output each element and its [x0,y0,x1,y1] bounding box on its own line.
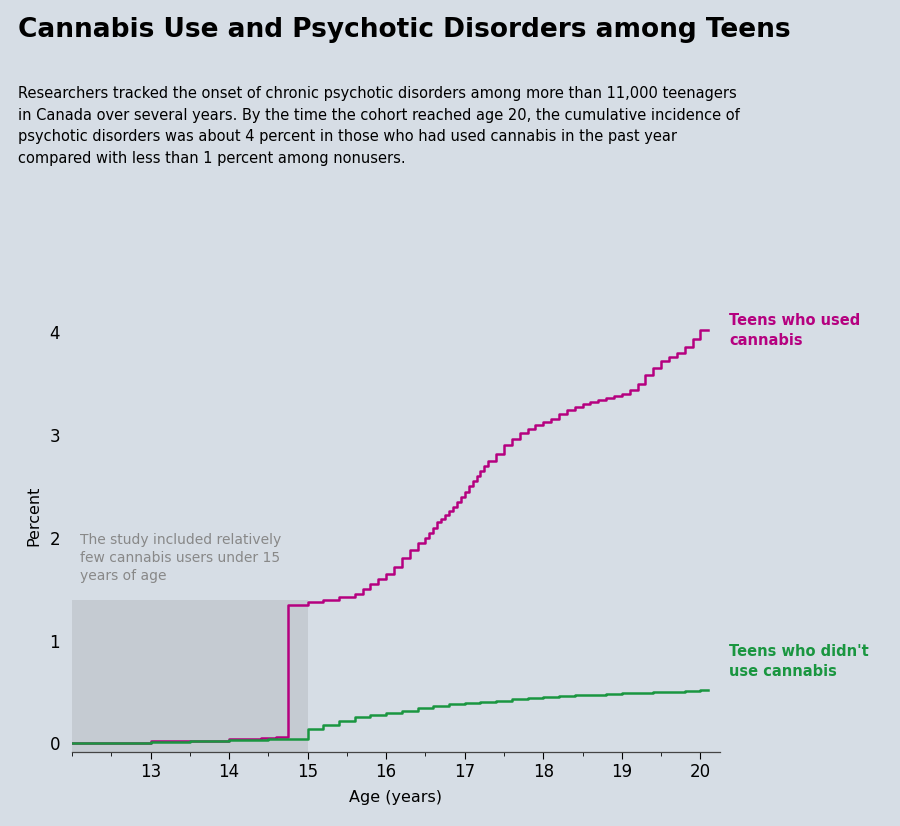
X-axis label: Age (years): Age (years) [349,790,443,805]
Text: The study included relatively
few cannabis users under 15
years of age: The study included relatively few cannab… [80,533,281,583]
Text: Teens who didn't
use cannabis: Teens who didn't use cannabis [729,643,868,679]
Text: Teens who used
cannabis: Teens who used cannabis [729,313,860,348]
Y-axis label: Percent: Percent [26,486,41,547]
Bar [72,600,308,752]
Text: Cannabis Use and Psychotic Disorders among Teens: Cannabis Use and Psychotic Disorders amo… [18,17,790,42]
Text: Researchers tracked the onset of chronic psychotic disorders among more than 11,: Researchers tracked the onset of chronic… [18,86,740,166]
